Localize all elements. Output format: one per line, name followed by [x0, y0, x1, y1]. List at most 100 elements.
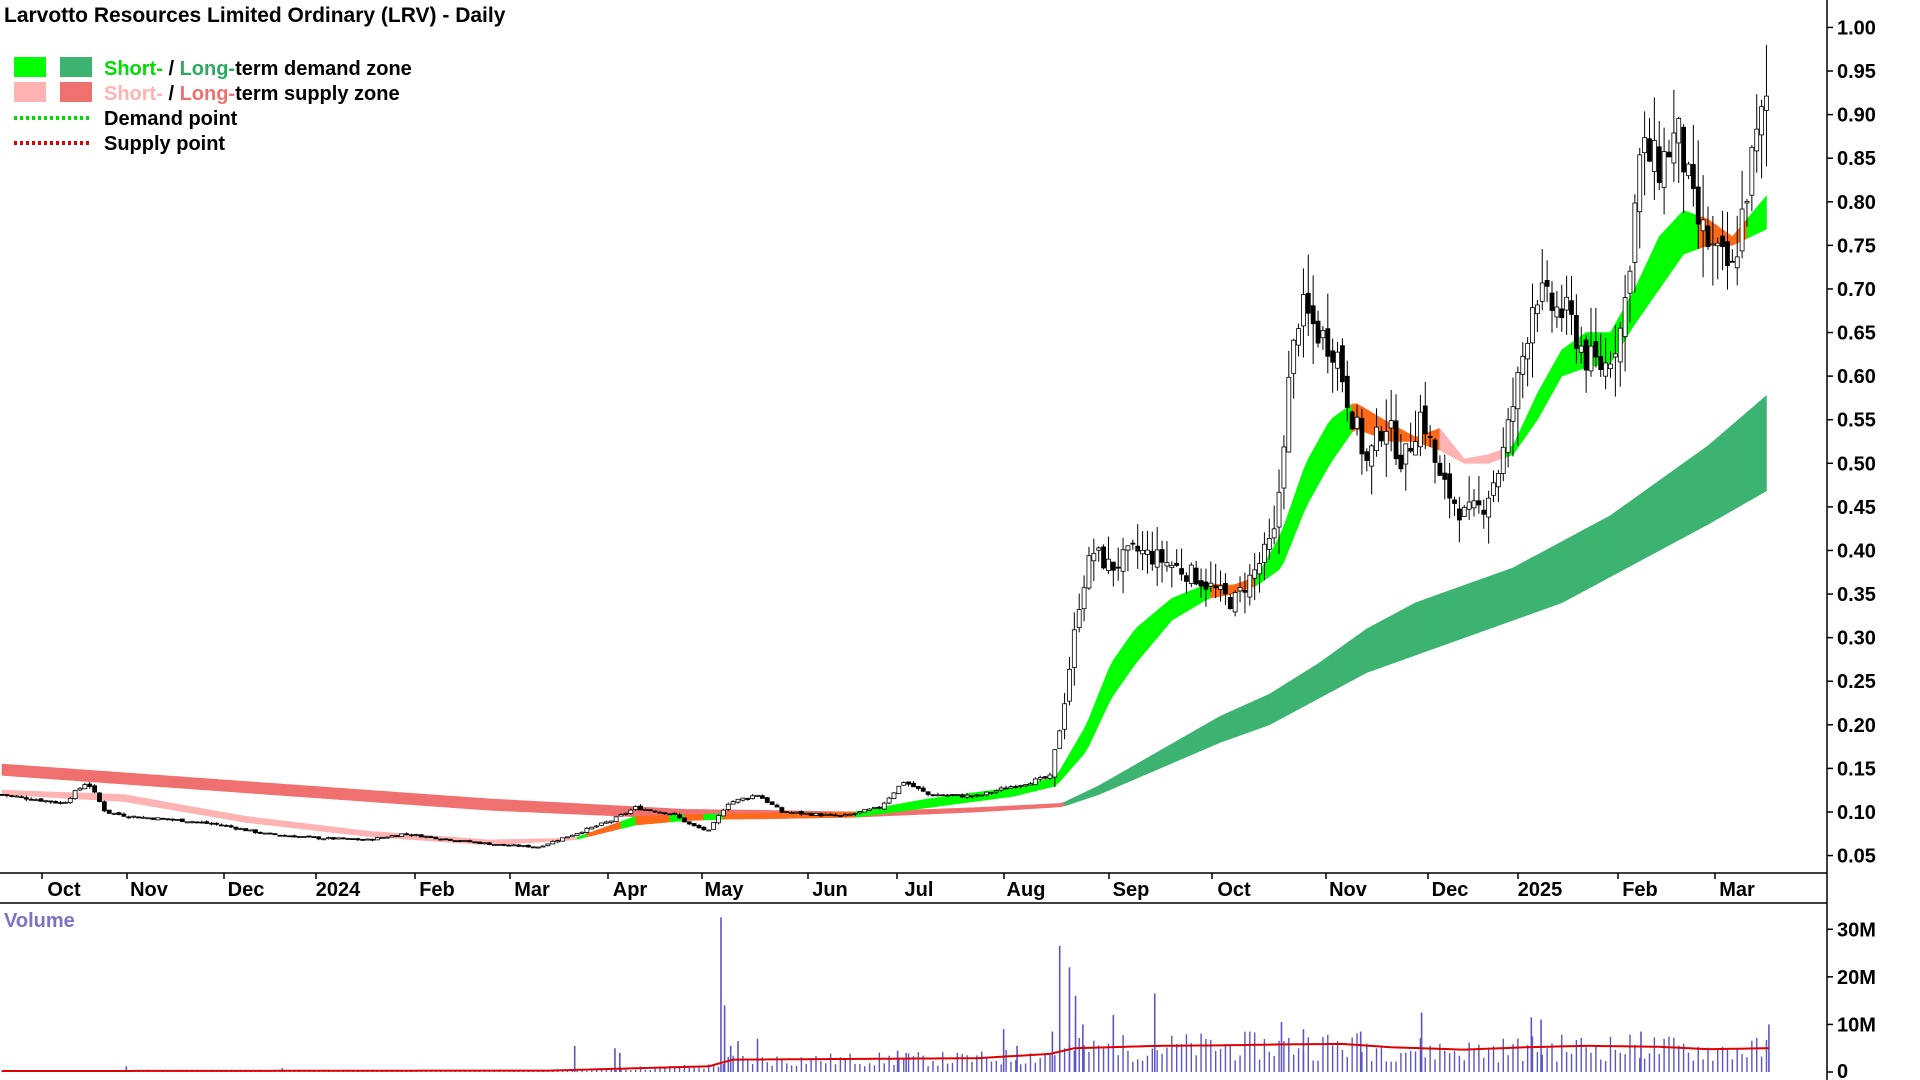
candle-body	[1564, 296, 1570, 311]
candle-body	[1237, 586, 1243, 592]
long-zone-segment	[1654, 480, 1660, 554]
long-zone-segment	[1244, 702, 1251, 734]
candle-body	[1032, 778, 1038, 786]
long-zone-segment	[1732, 420, 1738, 511]
long-zone-segment	[1639, 490, 1645, 562]
short-zone-segment	[294, 821, 300, 829]
short-zone-segment	[338, 827, 344, 834]
long-zone-segment	[157, 774, 164, 788]
short-zone-segment	[1517, 424, 1524, 449]
candle-body	[184, 821, 190, 824]
candle-body	[1491, 482, 1496, 496]
long-zone-segment	[596, 804, 602, 816]
candle-body	[1676, 117, 1682, 144]
short-zone-segment	[513, 838, 519, 844]
short-zone-segment	[1688, 211, 1694, 253]
long-zone-segment	[1000, 805, 1007, 811]
candle-body	[1379, 430, 1384, 442]
long-zone-segment	[1415, 600, 1421, 656]
long-zone-segment	[411, 793, 417, 806]
legend-short-demand-swatch	[14, 57, 46, 77]
candle-body	[725, 803, 731, 810]
candle-body	[1110, 561, 1116, 571]
short-zone-segment	[1663, 225, 1670, 283]
short-zone-segment	[523, 838, 529, 844]
long-zone-segment	[1424, 597, 1431, 653]
candle-body	[1081, 587, 1087, 610]
long-zone-segment	[55, 767, 61, 780]
short-zone-segment	[659, 814, 666, 824]
candle-body	[233, 826, 239, 830]
long-zone-segment	[532, 800, 539, 813]
long-zone-segment	[381, 790, 388, 804]
short-zone-segment	[1512, 435, 1519, 456]
candle-body	[218, 824, 224, 827]
candle-body	[1169, 564, 1175, 568]
short-zone-segment	[1049, 777, 1056, 788]
long-zone-segment	[255, 781, 261, 795]
candle-body	[1315, 320, 1321, 344]
candle-body	[915, 786, 921, 789]
long-zone-segment	[1137, 760, 1143, 779]
short-zone-segment	[221, 811, 227, 820]
candle-body	[482, 842, 487, 845]
candle-body	[1091, 552, 1097, 562]
long-zone-segment	[1502, 569, 1509, 625]
short-zone-segment	[1074, 736, 1080, 766]
long-zone-segment	[1142, 757, 1148, 777]
candle-body	[1262, 543, 1267, 563]
candle-body	[989, 792, 994, 795]
long-zone-segment	[1712, 436, 1719, 523]
short-zone-segment	[1303, 458, 1309, 514]
candle-body	[106, 809, 112, 814]
short-zone-segment	[1629, 287, 1636, 333]
long-zone-segment	[1074, 794, 1080, 804]
long-zone-segment	[113, 771, 120, 785]
candle-body	[1661, 151, 1667, 188]
short-zone-segment	[128, 795, 134, 804]
candle-body	[652, 810, 658, 813]
candle-body	[1047, 774, 1053, 779]
candle-body	[691, 823, 697, 827]
short-zone-segment	[1083, 718, 1090, 755]
short-zone-segment	[664, 814, 671, 823]
candle-body	[540, 845, 546, 848]
candle-body	[711, 822, 717, 830]
short-zone-segment	[571, 836, 578, 841]
long-zone-segment	[1088, 787, 1095, 799]
long-zone-segment	[216, 779, 222, 792]
short-zone-segment	[937, 796, 944, 807]
long-zone-segment	[323, 786, 329, 800]
long-zone-segment	[1230, 709, 1236, 740]
short-zone-segment	[537, 838, 544, 843]
candle-body	[1281, 446, 1287, 489]
candle-body	[628, 809, 634, 815]
long-zone-segment	[1283, 681, 1290, 718]
long-zone-segment	[1517, 562, 1524, 619]
candle-body	[740, 797, 746, 801]
long-zone-segment	[1312, 663, 1319, 702]
candle-body	[1086, 555, 1092, 589]
long-zone-segment	[498, 799, 505, 812]
candle-body	[1764, 95, 1769, 111]
candle-body	[657, 811, 663, 814]
candle-body	[808, 813, 814, 816]
long-zone-segment	[123, 772, 130, 785]
short-zone-segment	[932, 797, 939, 808]
short-zone-segment	[640, 815, 646, 825]
candle-body	[1374, 426, 1379, 452]
short-zone-segment	[1312, 440, 1319, 495]
candle-body	[1130, 542, 1136, 545]
long-zone-segment	[1459, 584, 1465, 640]
long-zone-segment	[586, 803, 593, 816]
long-zone-segment	[1395, 610, 1402, 663]
candle-body	[1364, 451, 1370, 461]
long-zone-segment	[162, 775, 169, 788]
long-zone-segment	[435, 794, 441, 808]
short-zone-segment	[108, 793, 115, 802]
candle-body	[399, 833, 405, 837]
short-zone-segment	[615, 821, 622, 831]
long-zone-segment	[1693, 452, 1699, 533]
short-zone-segment	[747, 813, 753, 820]
candle-body	[662, 812, 668, 815]
